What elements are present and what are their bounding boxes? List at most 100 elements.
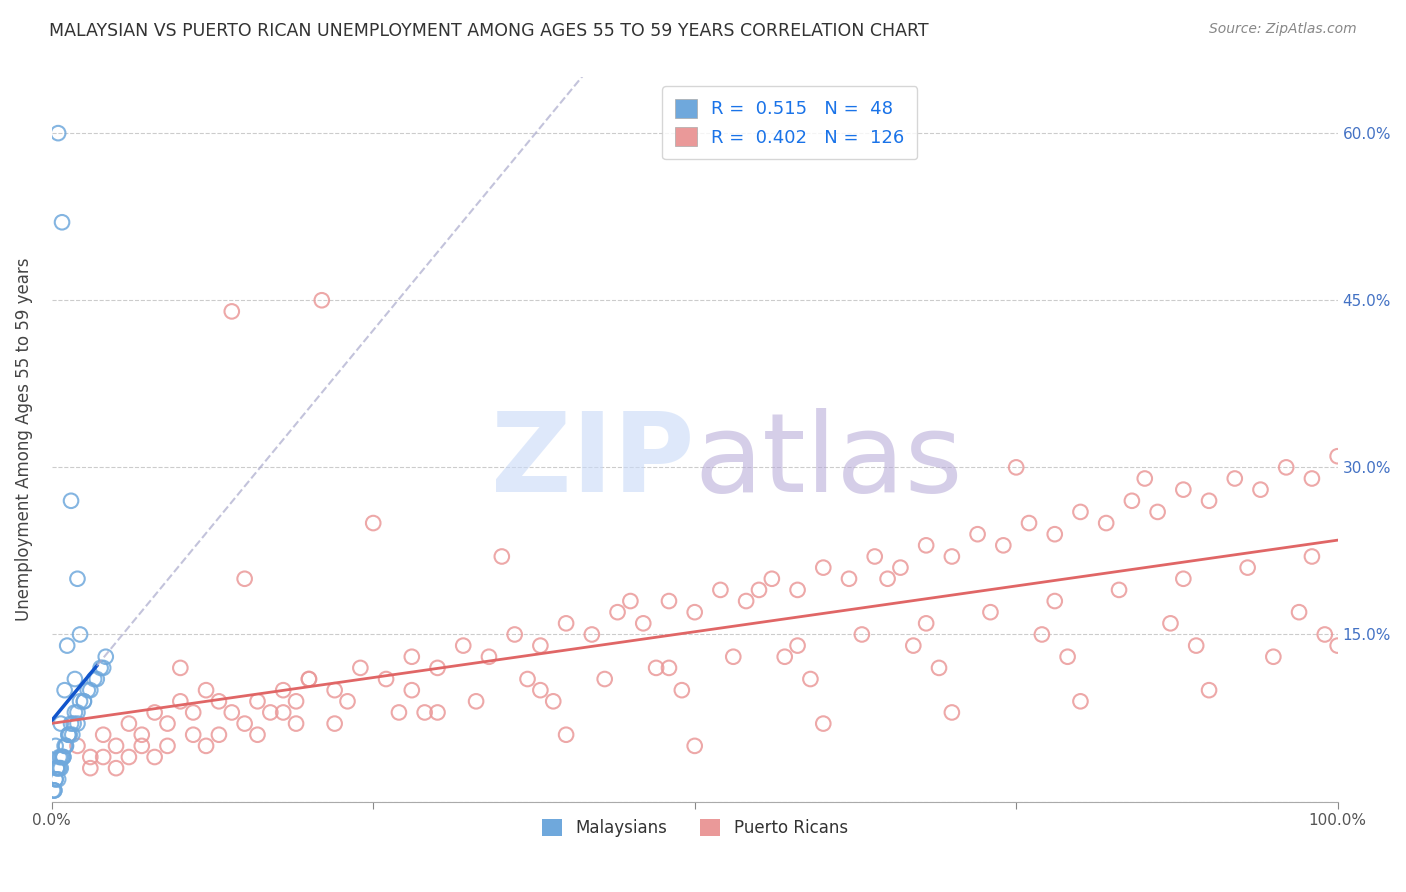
Point bbox=[1159, 616, 1181, 631]
Point bbox=[131, 728, 153, 742]
Point bbox=[66, 716, 89, 731]
Point bbox=[478, 649, 501, 664]
Point bbox=[941, 706, 963, 720]
Point bbox=[52, 750, 75, 764]
Point bbox=[83, 672, 105, 686]
Text: ZIP: ZIP bbox=[491, 408, 695, 515]
Point bbox=[311, 293, 333, 308]
Point bbox=[683, 605, 706, 619]
Point bbox=[863, 549, 886, 564]
Point bbox=[298, 672, 321, 686]
Point bbox=[73, 694, 96, 708]
Point bbox=[86, 672, 108, 686]
Point bbox=[46, 761, 69, 775]
Text: Source: ZipAtlas.com: Source: ZipAtlas.com bbox=[1209, 22, 1357, 37]
Point bbox=[1236, 560, 1258, 574]
Point bbox=[69, 694, 91, 708]
Point bbox=[60, 716, 83, 731]
Point bbox=[246, 728, 269, 742]
Point bbox=[52, 750, 75, 764]
Point bbox=[658, 661, 681, 675]
Point bbox=[69, 627, 91, 641]
Point bbox=[813, 560, 835, 574]
Point bbox=[633, 616, 655, 631]
Legend: Malaysians, Puerto Ricans: Malaysians, Puerto Ricans bbox=[536, 813, 855, 844]
Point bbox=[285, 694, 308, 708]
Point bbox=[1005, 460, 1028, 475]
Point bbox=[51, 215, 73, 229]
Point bbox=[1133, 471, 1156, 485]
Point bbox=[66, 739, 89, 753]
Point bbox=[45, 739, 67, 753]
Point bbox=[671, 683, 693, 698]
Point bbox=[1121, 493, 1143, 508]
Point bbox=[1313, 627, 1336, 641]
Point bbox=[1288, 605, 1310, 619]
Point bbox=[323, 683, 346, 698]
Point bbox=[42, 783, 65, 797]
Point bbox=[181, 706, 204, 720]
Point bbox=[1326, 639, 1348, 653]
Point bbox=[1275, 460, 1298, 475]
Point bbox=[799, 672, 821, 686]
Point bbox=[426, 706, 449, 720]
Point bbox=[66, 572, 89, 586]
Point bbox=[44, 783, 66, 797]
Point bbox=[1069, 694, 1091, 708]
Point bbox=[298, 672, 321, 686]
Point bbox=[91, 661, 114, 675]
Point bbox=[1301, 471, 1323, 485]
Point bbox=[91, 728, 114, 742]
Point bbox=[271, 683, 294, 698]
Point bbox=[221, 304, 243, 318]
Point bbox=[529, 639, 551, 653]
Point bbox=[94, 649, 117, 664]
Point bbox=[813, 716, 835, 731]
Point bbox=[1043, 527, 1066, 541]
Point bbox=[46, 126, 69, 140]
Point bbox=[1173, 483, 1195, 497]
Point bbox=[529, 683, 551, 698]
Point bbox=[131, 739, 153, 753]
Point bbox=[45, 772, 67, 787]
Point bbox=[683, 739, 706, 753]
Point bbox=[49, 750, 72, 764]
Point bbox=[259, 706, 281, 720]
Point bbox=[1043, 594, 1066, 608]
Point bbox=[1223, 471, 1246, 485]
Point bbox=[761, 572, 783, 586]
Point bbox=[143, 750, 166, 764]
Point bbox=[1185, 639, 1208, 653]
Point bbox=[465, 694, 488, 708]
Point bbox=[105, 739, 128, 753]
Point bbox=[271, 706, 294, 720]
Point bbox=[375, 672, 398, 686]
Point bbox=[876, 572, 898, 586]
Point bbox=[1018, 516, 1040, 530]
Point bbox=[169, 661, 191, 675]
Point bbox=[838, 572, 860, 586]
Point bbox=[773, 649, 796, 664]
Point bbox=[45, 761, 67, 775]
Point bbox=[1250, 483, 1272, 497]
Point bbox=[993, 538, 1015, 552]
Point bbox=[915, 538, 938, 552]
Point bbox=[915, 616, 938, 631]
Point bbox=[1173, 572, 1195, 586]
Point bbox=[541, 694, 564, 708]
Point bbox=[1031, 627, 1053, 641]
Point bbox=[76, 683, 98, 698]
Point bbox=[48, 750, 70, 764]
Point bbox=[156, 716, 179, 731]
Point bbox=[53, 683, 76, 698]
Point bbox=[735, 594, 758, 608]
Point bbox=[44, 783, 66, 797]
Point bbox=[786, 582, 808, 597]
Point bbox=[62, 716, 84, 731]
Point bbox=[1108, 582, 1130, 597]
Point bbox=[555, 616, 578, 631]
Point bbox=[941, 549, 963, 564]
Point bbox=[285, 716, 308, 731]
Point bbox=[63, 706, 86, 720]
Point bbox=[208, 694, 231, 708]
